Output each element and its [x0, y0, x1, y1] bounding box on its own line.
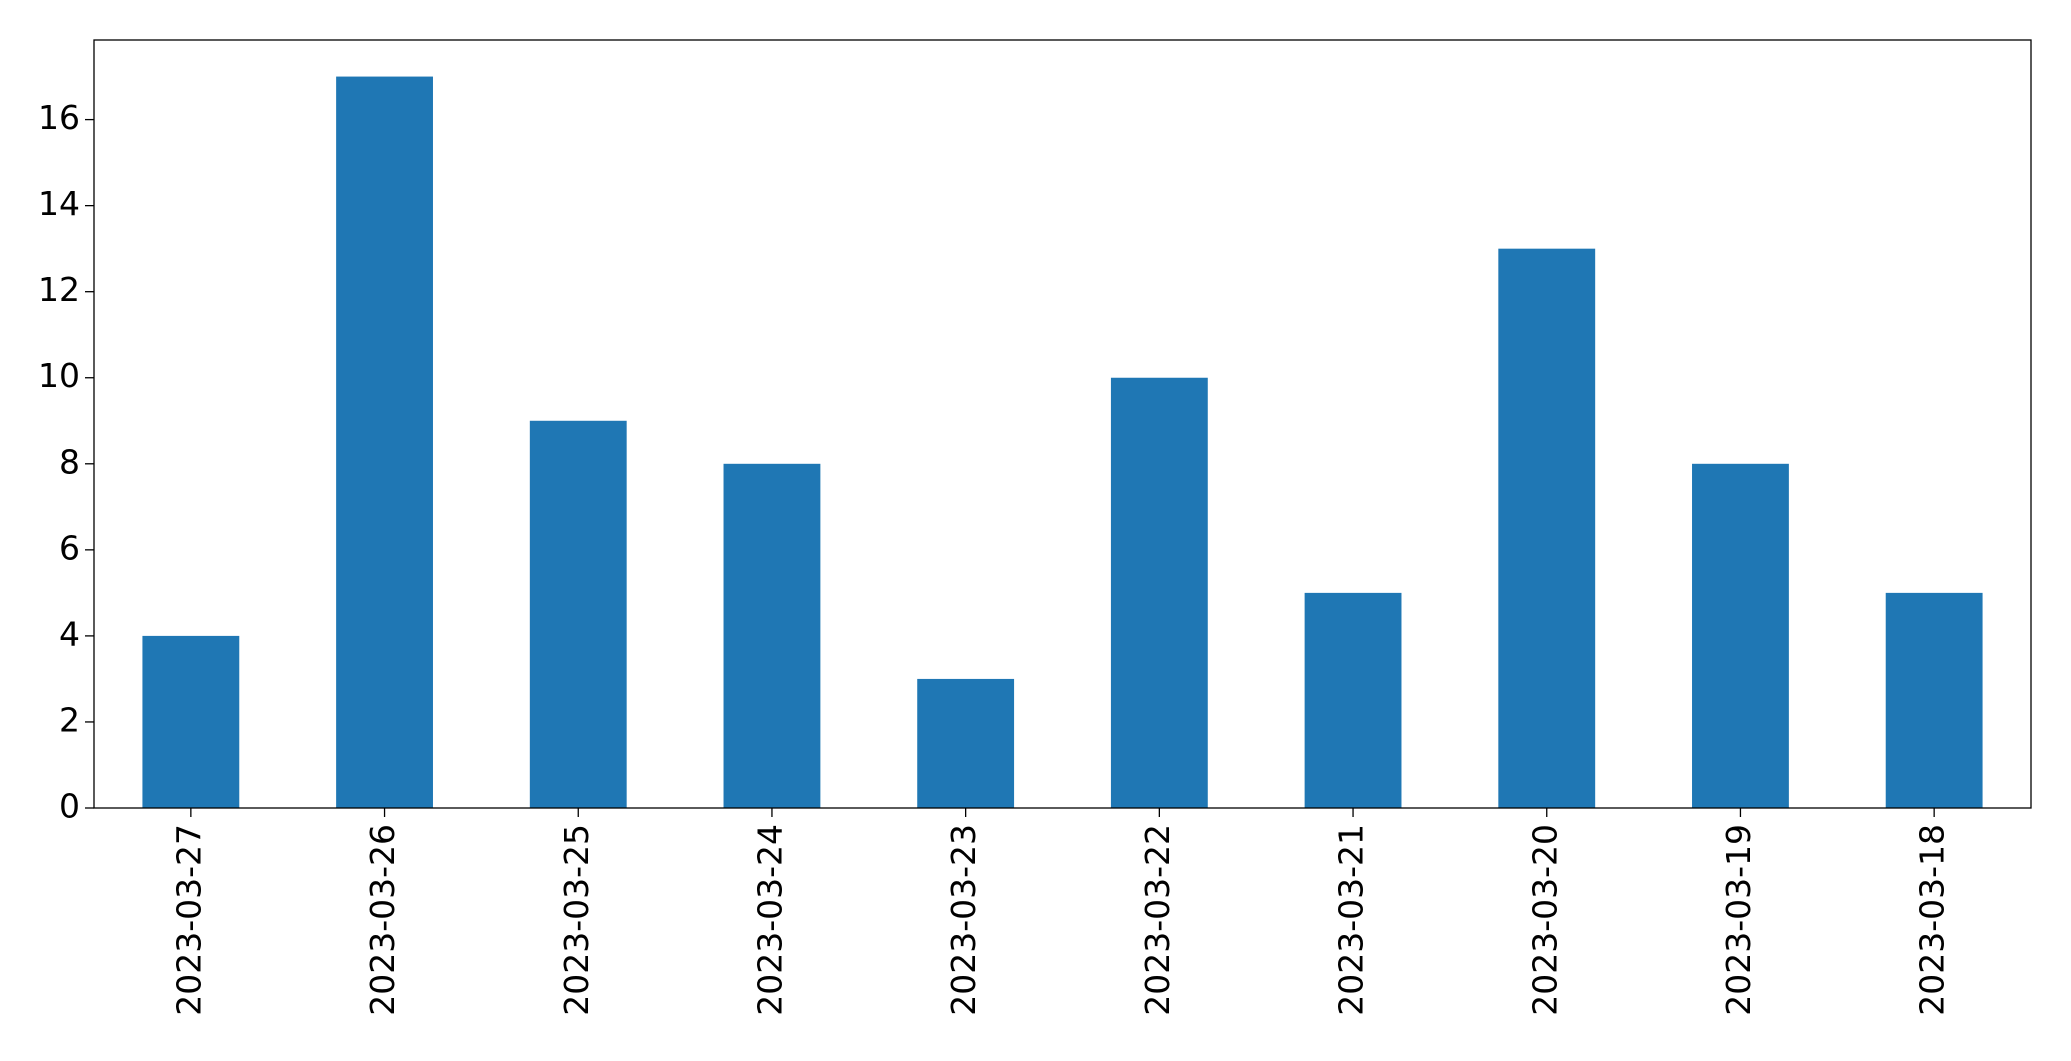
bar — [336, 76, 433, 809]
y-tick-label: 4 — [59, 614, 80, 653]
y-tick-label: 6 — [59, 528, 80, 567]
y-tick-label: 14 — [38, 184, 80, 223]
x-tick-label: 2023-03-25 — [557, 824, 596, 1016]
x-tick-label: 2023-03-27 — [169, 824, 208, 1016]
bar — [1885, 592, 1983, 808]
x-tick-label: 2023-03-22 — [1138, 824, 1177, 1016]
y-tick-label: 8 — [59, 442, 80, 481]
x-tick-label: 2023-03-21 — [1332, 824, 1371, 1016]
x-tick-label: 2023-03-20 — [1525, 824, 1564, 1016]
bar — [1304, 592, 1402, 808]
bar — [1692, 463, 1789, 808]
bar — [529, 420, 627, 808]
y-tick-label: 2 — [59, 700, 80, 739]
bar — [723, 463, 821, 808]
bar — [917, 678, 1015, 808]
plot-frame — [93, 39, 2032, 809]
y-tick-label: 16 — [38, 98, 80, 137]
y-tick-label: 12 — [38, 270, 80, 309]
x-tick-label: 2023-03-19 — [1719, 824, 1758, 1016]
x-tick-label: 2023-03-24 — [750, 824, 789, 1016]
bar — [1110, 377, 1208, 808]
x-tick-label: 2023-03-23 — [944, 824, 983, 1016]
y-tick-label: 10 — [38, 356, 80, 395]
bar — [1498, 248, 1596, 809]
bar — [142, 635, 240, 808]
x-tick-label: 2023-03-26 — [363, 824, 402, 1016]
y-tick-label: 0 — [59, 787, 80, 826]
x-tick-label: 2023-03-18 — [1913, 824, 1952, 1016]
